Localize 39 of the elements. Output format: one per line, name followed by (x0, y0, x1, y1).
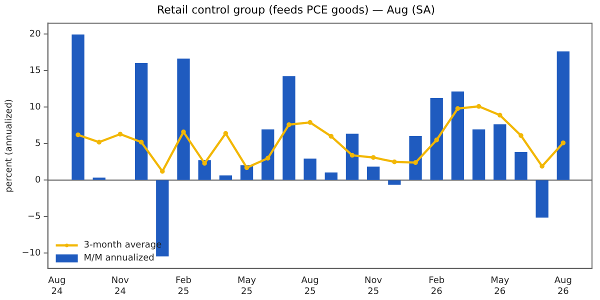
y-axis-title: percent (annualized) (4, 99, 15, 193)
x-tick-label: Aug 26 (554, 276, 572, 297)
y-tick-label: 10 (29, 102, 42, 112)
bar (556, 51, 570, 180)
bar (514, 152, 528, 180)
bar (388, 180, 401, 185)
y-tick-label: 20 (29, 29, 42, 40)
bar (409, 136, 422, 180)
bar (304, 158, 316, 180)
x-tick-label: Nov 24 (111, 276, 130, 297)
bar (494, 124, 506, 180)
x-tick-label: Aug 24 (48, 276, 66, 297)
legend-label: M/M annualized (84, 254, 154, 264)
bar (219, 175, 232, 180)
y-tick-label: −10 (22, 248, 42, 258)
x-tick-label: Aug 25 (301, 276, 319, 297)
y-tick-label: −5 (28, 212, 41, 222)
bar (451, 91, 464, 180)
x-tick-label: Feb 26 (428, 276, 445, 297)
bar (324, 172, 338, 180)
y-tick-label: 15 (29, 66, 41, 76)
x-tick-label: May 25 (237, 276, 257, 297)
x-tick-label: Nov 25 (364, 276, 383, 297)
bar (72, 34, 84, 180)
bar (282, 76, 296, 180)
bar (367, 166, 380, 180)
x-tick-label: May 26 (490, 276, 510, 297)
bar (472, 129, 486, 180)
bar (198, 160, 211, 180)
bar (177, 58, 190, 180)
y-tick-label: 5 (35, 138, 41, 149)
bar (262, 129, 274, 180)
x-tick-label: Feb 25 (176, 276, 192, 297)
bar (536, 180, 548, 218)
bar (134, 63, 148, 180)
y-tick-label: 0 (35, 175, 42, 186)
bar (430, 98, 443, 180)
chart-title: Retail control group (feeds PCE goods) — Aug (SA) (156, 3, 436, 16)
bar (346, 134, 359, 180)
